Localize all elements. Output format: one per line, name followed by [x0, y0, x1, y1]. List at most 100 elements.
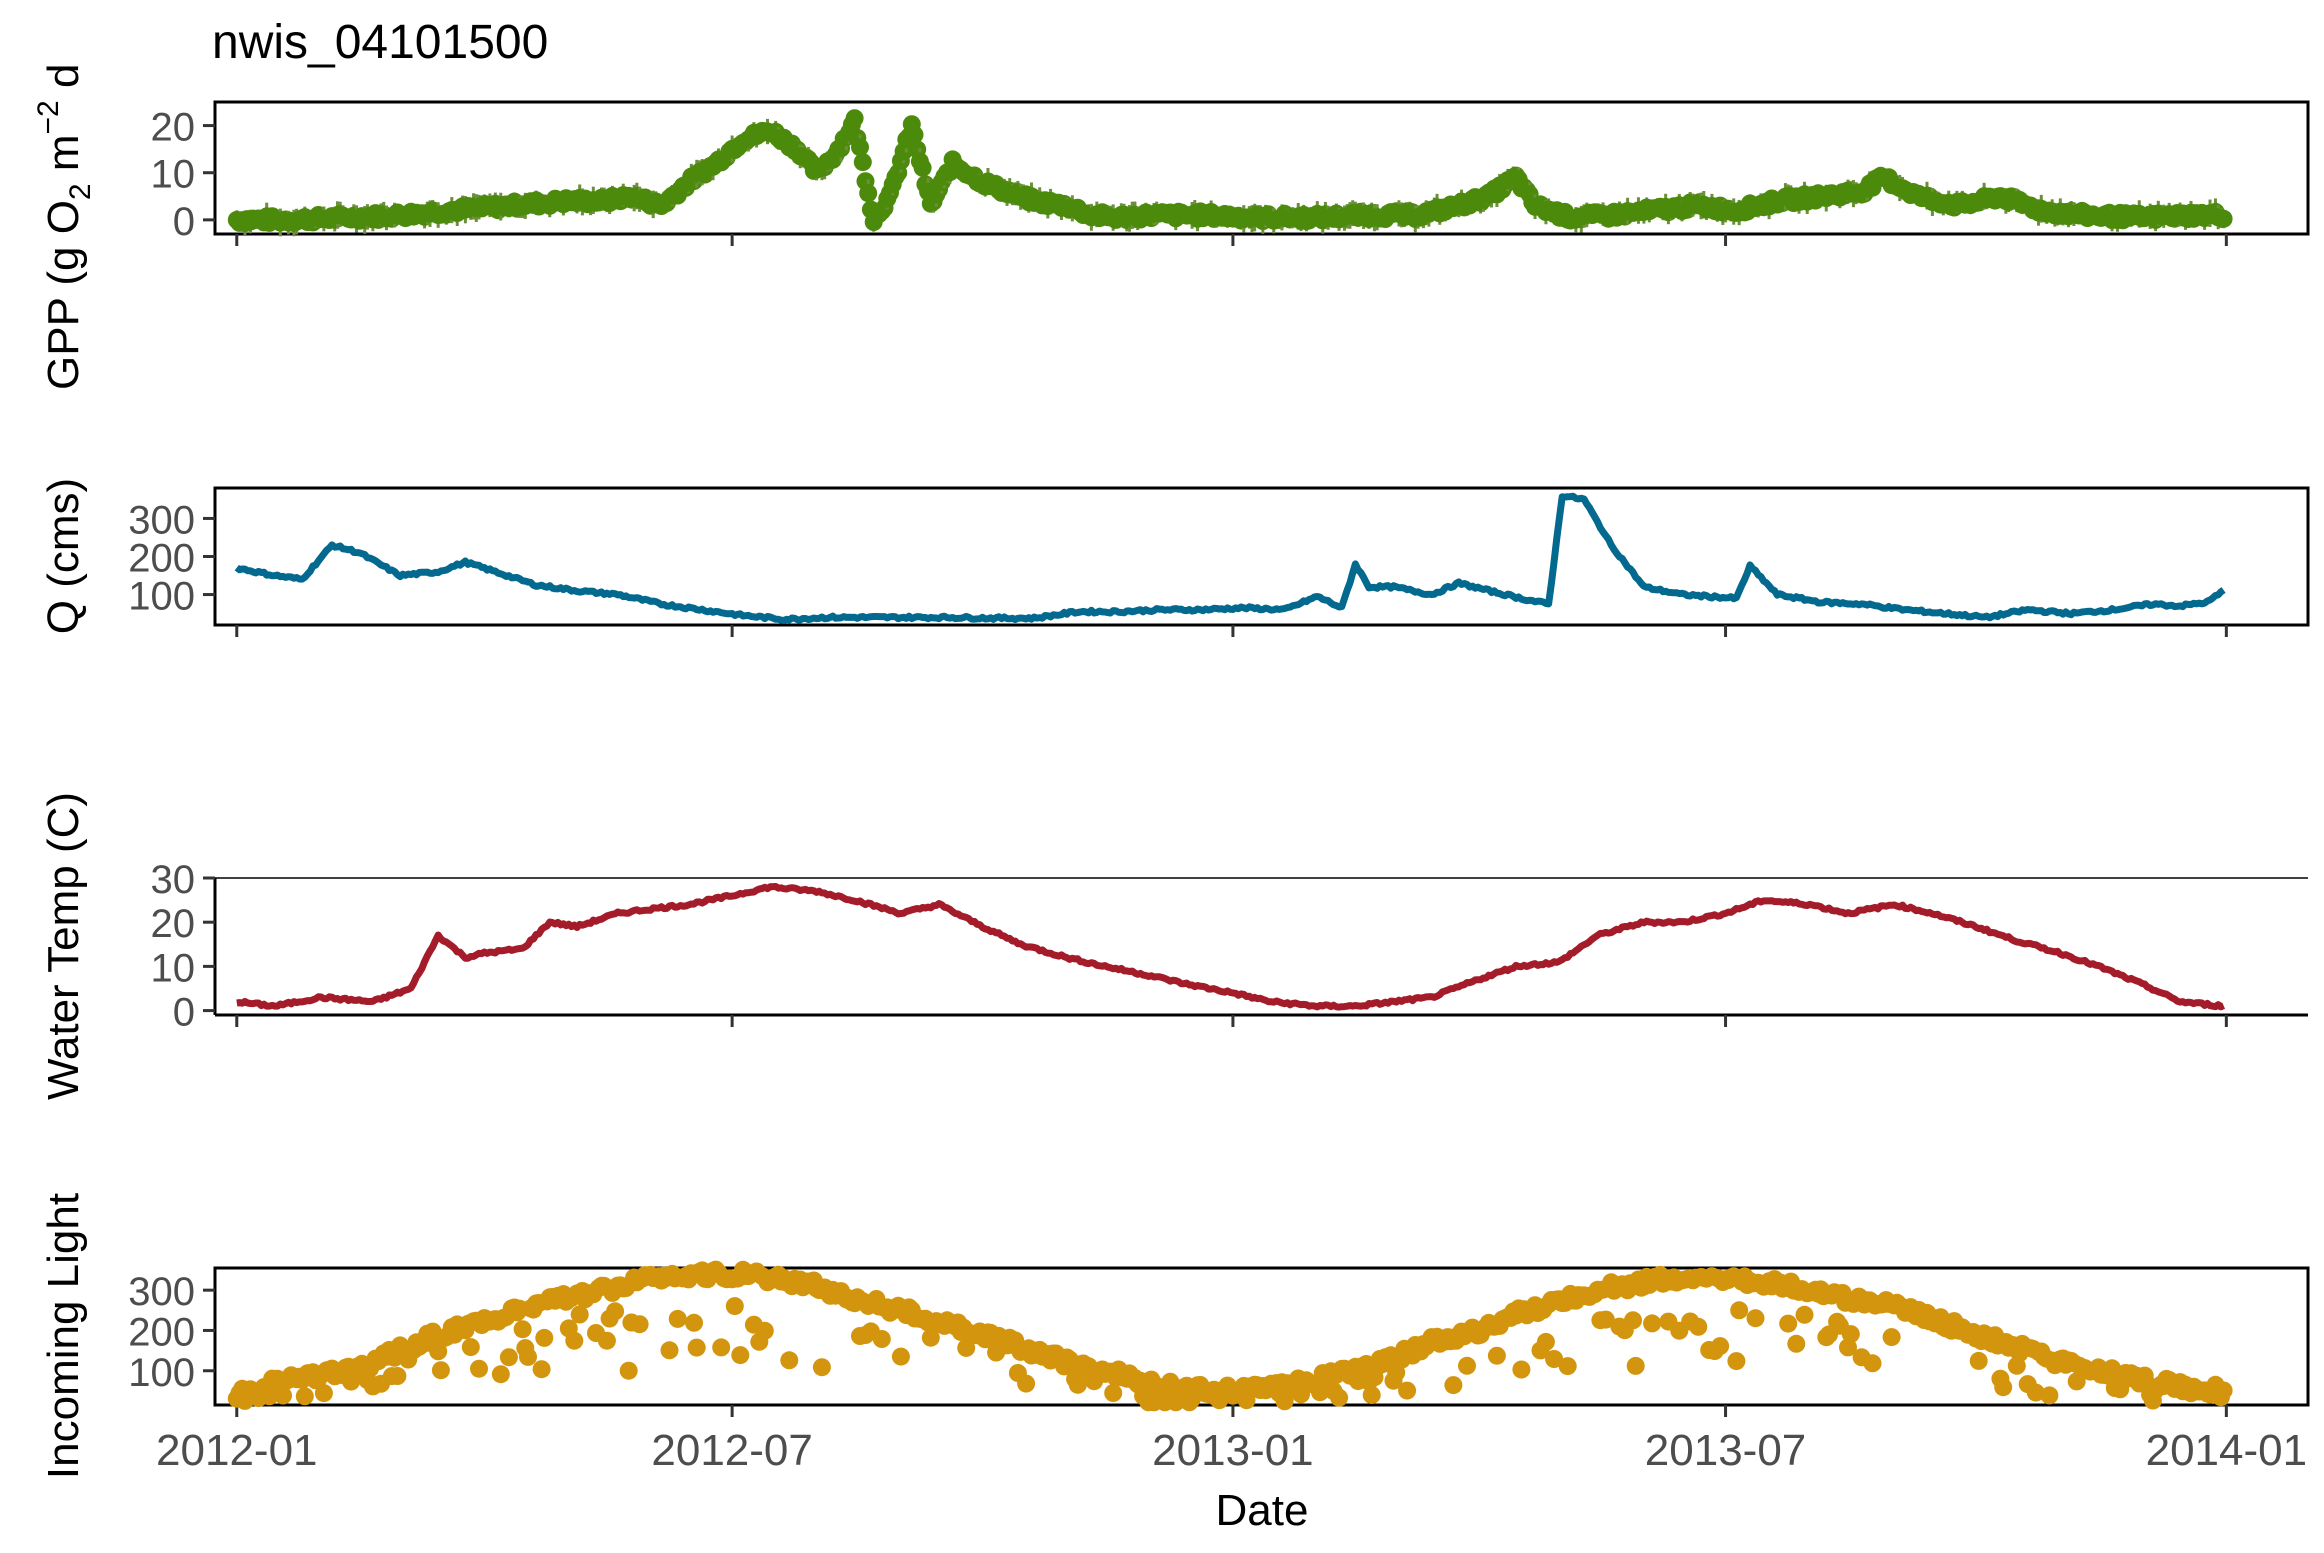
data-point	[491, 1365, 510, 1384]
x-axis-label: Date	[1216, 1486, 1309, 1535]
data-point	[461, 1338, 480, 1357]
data-point	[565, 1331, 584, 1350]
panel-q-ylabel: Q (cms)	[39, 478, 88, 634]
data-point	[1398, 1381, 1417, 1400]
data-point	[725, 1297, 744, 1316]
data-point	[570, 1305, 589, 1324]
series-line	[234, 492, 2226, 624]
data-point	[1596, 1310, 1615, 1329]
panel-light-xticks	[235, 1405, 2228, 1417]
data-point	[314, 1384, 333, 1403]
data-point	[619, 1361, 638, 1380]
data-point	[1536, 1332, 1555, 1351]
data-point	[1882, 1328, 1901, 1347]
data-point	[755, 1321, 774, 1340]
data-point	[1795, 1305, 1814, 1324]
data-point	[1017, 1374, 1036, 1393]
data-point	[1841, 1325, 1860, 1344]
panel-q-xticks	[235, 625, 2228, 637]
y-tick-label: 0	[173, 200, 195, 244]
data-point	[606, 1302, 625, 1321]
data-point	[2214, 1381, 2233, 1400]
data-point	[1624, 1311, 1642, 1330]
data-point	[431, 1361, 450, 1380]
data-point	[1779, 1314, 1798, 1333]
panel-light-border	[213, 1266, 2310, 1407]
gpp-ylabel-pre: GPP (g O	[39, 200, 88, 390]
y-tick-label: 300	[128, 498, 195, 542]
y-tick-label: 100	[128, 575, 195, 619]
panel-q-marks	[234, 492, 2226, 624]
data-point	[1643, 1314, 1662, 1333]
data-point	[1311, 1383, 1329, 1402]
series-line	[236, 883, 2226, 1011]
y-tick-label: 10	[151, 153, 196, 197]
panel-gpp-border	[213, 100, 2310, 236]
data-point	[1730, 1301, 1749, 1320]
data-point	[853, 153, 872, 172]
data-point	[1512, 1360, 1531, 1379]
data-point	[388, 1367, 407, 1385]
panel-q-border	[213, 486, 2310, 627]
panel-light-marks	[227, 1260, 2233, 1412]
data-point	[1787, 1334, 1806, 1353]
data-point	[1545, 1350, 1564, 1368]
data-point	[845, 109, 864, 128]
data-point	[905, 125, 924, 144]
y-tick-label: 300	[128, 1270, 195, 1314]
data-point	[1487, 1346, 1506, 1365]
data-point	[2026, 1383, 2045, 1402]
gpp-ylabel-sub: 2	[64, 183, 97, 200]
x-tick-labels: 2012-01 2012-07 2013-01 2013-07 2014-01	[156, 1426, 2307, 1475]
data-point	[274, 1386, 292, 1405]
data-point	[1362, 1386, 1381, 1404]
y-tick-label: 200	[128, 537, 195, 581]
data-point	[499, 1348, 518, 1367]
gpp-ylabel-post: d	[39, 64, 88, 101]
x-tick-label: 2012-01	[156, 1426, 317, 1475]
data-point	[1068, 1375, 1087, 1394]
y-tick-label: 0	[173, 991, 195, 1035]
data-point	[1746, 1309, 1765, 1328]
data-point	[731, 1346, 750, 1365]
data-point	[1558, 1357, 1577, 1376]
data-point	[913, 158, 932, 177]
data-point	[780, 1351, 799, 1370]
gpp-ylabel-mid: m	[39, 135, 88, 184]
y-tick-label: 20	[151, 106, 196, 150]
data-point	[921, 1328, 940, 1347]
gpp-ylabel-sup: −2	[32, 100, 65, 134]
data-point	[660, 1341, 679, 1360]
data-point	[630, 1315, 649, 1334]
panel-light-ylabel: Incoming Light	[39, 1193, 88, 1479]
panel-temp-xticks	[235, 1015, 2228, 1027]
data-point	[872, 1330, 891, 1348]
data-point	[1711, 1337, 1730, 1356]
data-point	[812, 1358, 831, 1377]
data-point	[597, 1331, 616, 1350]
data-point	[295, 1387, 314, 1406]
y-tick-label: 10	[151, 946, 196, 990]
data-point	[513, 1320, 532, 1339]
data-point	[685, 1313, 703, 1332]
data-point	[1994, 1378, 2013, 1397]
panel-gpp-ylabel: GPP (g O2 m−2 d	[32, 64, 97, 390]
data-point	[687, 1338, 706, 1357]
data-point	[859, 184, 878, 203]
y-tick-label: 200	[128, 1310, 195, 1354]
data-point	[1444, 1376, 1463, 1395]
data-point	[519, 1347, 537, 1366]
y-tick-label: 30	[151, 858, 196, 902]
figure-title: nwis_04101500	[212, 16, 548, 69]
data-point	[470, 1359, 488, 1378]
data-point	[712, 1338, 731, 1357]
panel-gpp-xticks	[235, 234, 2228, 246]
